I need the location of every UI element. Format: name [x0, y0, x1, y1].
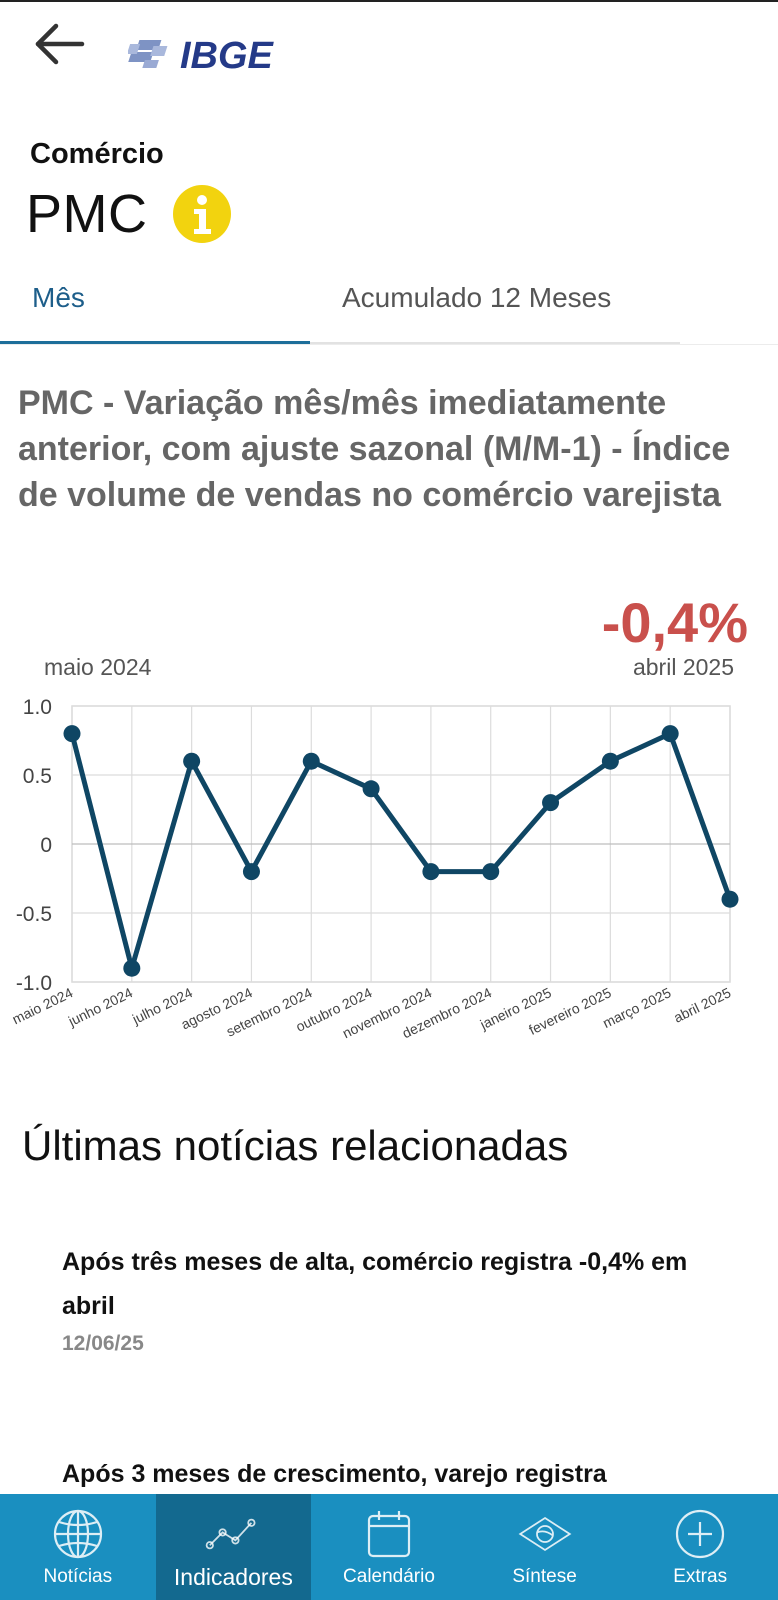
nav-item-indicadores[interactable]: Indicadores: [155, 1494, 312, 1600]
logo-text: IBGE: [180, 35, 275, 76]
data-point: [183, 752, 201, 770]
x-tick-label: junho 2024: [65, 984, 135, 1029]
y-tick-label: 0: [40, 834, 52, 857]
data-point: [302, 752, 320, 770]
nav-item-sintese[interactable]: Síntese: [467, 1494, 623, 1600]
news-title: Após 3 meses de crescimento, varejo regi…: [62, 1460, 607, 1488]
indicator-name: PMC: [26, 184, 148, 244]
data-point: [362, 780, 380, 798]
chart-title: PMC - Variação mês/mês imediatamente ant…: [18, 384, 731, 514]
calendar-icon: [367, 1511, 411, 1558]
globe-icon: [53, 1509, 102, 1559]
line-chart-icon: [206, 1518, 256, 1550]
top-bar: IBGE: [0, 0, 778, 100]
nav-item-calendario[interactable]: Calendário: [311, 1494, 467, 1600]
x-tick-label: abril 2025: [671, 984, 733, 1025]
data-point: [542, 794, 560, 812]
y-tick-label: -0.5: [16, 903, 52, 926]
bottom-navigation: Notícias Indicadores Calendário: [0, 1494, 778, 1600]
x-tick-label: março 2025: [600, 984, 674, 1031]
nav-label: Extras: [673, 1566, 728, 1587]
plus-circle-icon: [676, 1509, 725, 1559]
nav-label: Calendário: [343, 1566, 435, 1587]
y-tick-label: 1.0: [23, 696, 52, 719]
nav-label: Síntese: [512, 1566, 577, 1587]
active-tab-indicator: [0, 341, 310, 344]
brazil-flag-icon: [518, 1516, 572, 1552]
news-date: 12/06/25: [62, 1332, 144, 1355]
arrow-left-icon: [35, 23, 85, 65]
news-item[interactable]: Após 3 meses de crescimento, varejo regi…: [62, 1452, 732, 1496]
y-tick-label: 0.5: [23, 765, 52, 788]
data-point: [661, 725, 679, 743]
indicator-header: PMC: [26, 182, 232, 246]
news-item[interactable]: Após três meses de alta, comércio regist…: [62, 1240, 732, 1356]
series-line: [69, 731, 733, 971]
info-icon[interactable]: [172, 184, 232, 244]
data-point: [482, 863, 500, 881]
news-heading: Últimas notícias relacionadas: [22, 1122, 569, 1169]
tab-acumulado-12-meses[interactable]: Acumulado 12 Meses: [342, 282, 612, 313]
divider: [0, 344, 778, 345]
data-point: [123, 959, 141, 977]
back-button[interactable]: [30, 18, 90, 74]
data-point: [721, 890, 739, 908]
y-tick-label: -1.0: [16, 972, 52, 995]
ibge-logo: IBGE: [128, 35, 275, 76]
nav-label: Notícias: [43, 1566, 113, 1587]
nav-label: Indicadores: [173, 1564, 293, 1590]
nav-item-noticias[interactable]: Notícias: [0, 1494, 156, 1600]
data-point: [422, 863, 440, 881]
period-end-label: abril 2025: [632, 654, 734, 680]
nav-item-extras[interactable]: Extras: [622, 1494, 778, 1600]
news-title: Após três meses de alta, comércio regist…: [62, 1248, 688, 1320]
latest-value: -0,4%: [601, 591, 748, 654]
data-point: [63, 725, 81, 743]
data-point: [242, 863, 260, 881]
indicator-subject: Comércio: [30, 138, 164, 170]
period-start-label: maio 2024: [44, 654, 152, 680]
period-tabs: Mês Acumulado 12 Meses: [0, 270, 680, 344]
tab-mes[interactable]: Mês: [32, 282, 85, 313]
data-point: [601, 752, 619, 770]
